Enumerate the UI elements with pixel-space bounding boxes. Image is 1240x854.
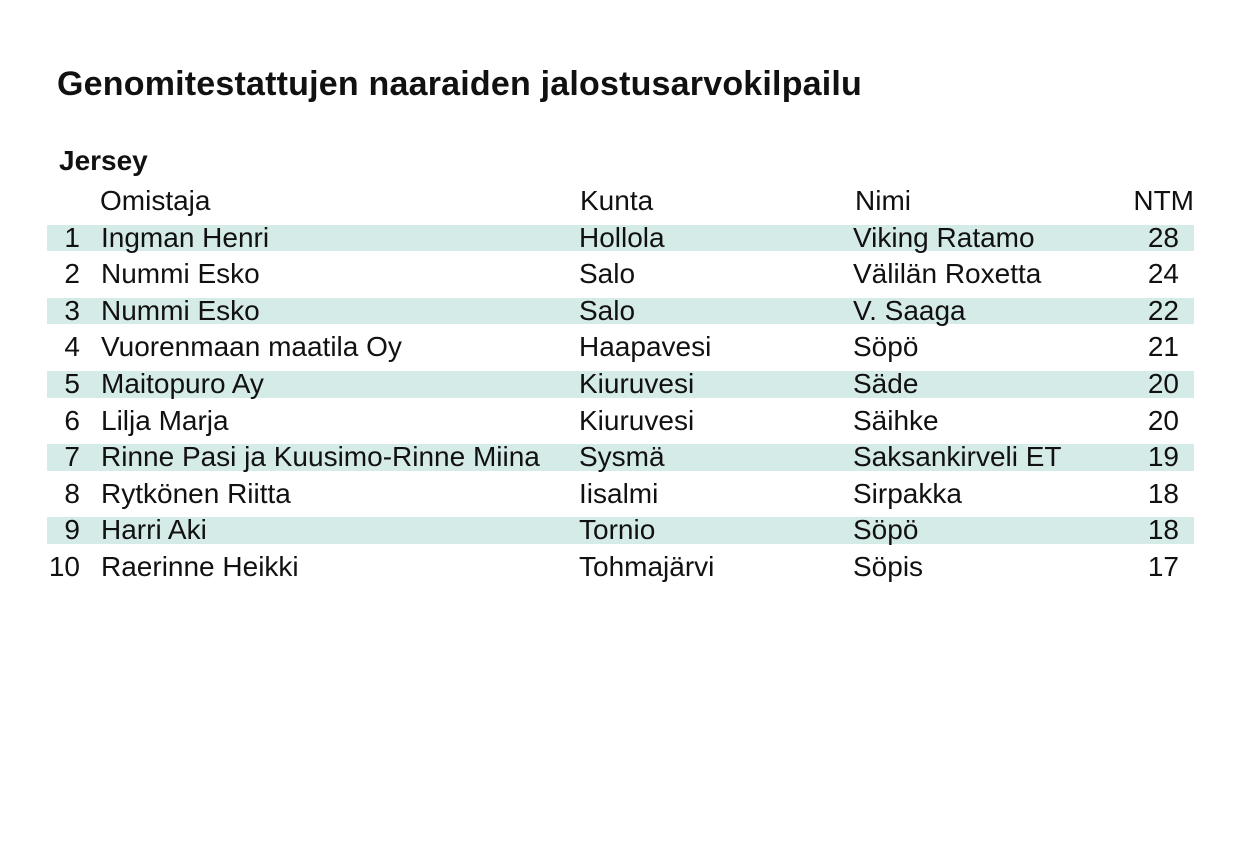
row-owner: Raerinne Heikki [101,550,299,582]
row-ntm: 17 [1147,550,1179,582]
results-table: Omistaja Kunta Nimi NTM 1 Ingman Henri Hol… [47,183,1194,586]
row-ntm: 18 [1147,514,1179,546]
table-row: 6 Lilja Marja Kiuruvesi Säihke 20 [47,403,1194,440]
row-ntm: 22 [1147,294,1179,326]
row-rank: 7 [64,441,80,473]
header-ntm: NTM [1133,185,1194,216]
table-body: 1 Ingman Henri Hollola Viking Ratamo 28 2 Numm… [47,220,1194,586]
row-rank: 4 [64,331,80,363]
table-row: 8 Rytkönen Riitta Iisalmi Sirpakka 18 [47,476,1194,513]
row-name: Säihke [853,404,939,436]
row-rank: 9 [64,514,80,546]
row-name: Söpö [853,514,919,546]
row-town: Tornio [579,514,656,546]
row-town: Haapavesi [579,331,712,363]
breed-heading: Jersey [59,145,148,176]
table-row: 3 Nummi Esko Salo V. Saaga 22 [47,293,1194,330]
row-name: V. Saaga [853,294,966,326]
row-name: Söpis [853,550,924,582]
row-town: Tohmajärvi [579,550,715,582]
row-owner: Nummi Esko [101,258,260,290]
row-ntm: 24 [1147,258,1179,290]
row-name: Söpö [853,331,919,363]
table-row: 2 Nummi Esko Salo Välilän Roxetta 24 [47,256,1194,293]
row-rank: 8 [64,477,80,509]
row-name: Sirpakka [853,477,962,509]
row-ntm: 28 [1147,221,1179,253]
row-owner: Ingman Henri [101,221,270,253]
row-rank: 6 [64,404,80,436]
row-town: Hollola [579,221,665,253]
row-rank: 3 [64,294,80,326]
row-rank: 1 [64,221,80,253]
table-row: 1 Ingman Henri Hollola Viking Ratamo 28 [47,220,1194,257]
row-town: Kiuruvesi [579,404,695,436]
row-name: Välilän Roxetta [853,258,1042,290]
row-owner: Nummi Esko [101,294,260,326]
row-town: Iisalmi [579,477,659,509]
row-town: Salo [579,258,636,290]
row-rank: 10 [48,550,80,582]
row-owner: Vuorenmaan maatila Oy [101,331,402,363]
row-owner: Harri Aki [101,514,207,546]
row-ntm: 20 [1147,404,1179,436]
header-town: Kunta [580,185,654,216]
row-name: Saksankirveli ET [853,441,1062,473]
table-row: 10 Raerinne Heikki Tohmajärvi Söpis 17 [47,549,1194,586]
row-ntm: 19 [1147,441,1179,473]
row-owner: Maitopuro Ay [101,367,264,399]
row-town: Kiuruvesi [579,367,695,399]
table-row: 7 Rinne Pasi ja Kuusimo-Rinne Miina Sysmä S… [47,439,1194,476]
row-name: Säde [853,367,919,399]
row-name: Viking Ratamo [853,221,1035,253]
table-row: 4 Vuorenmaan maatila Oy Haapavesi Söpö 21 [47,329,1194,366]
row-owner: Rytkönen Riitta [101,477,291,509]
table-row: 5 Maitopuro Ay Kiuruvesi Säde 20 [47,366,1194,403]
row-owner: Lilja Marja [101,404,229,436]
row-town: Salo [579,294,636,326]
row-rank: 2 [64,258,80,290]
row-owner: Rinne Pasi ja Kuusimo-Rinne Miina [101,441,540,473]
row-rank: 5 [64,367,80,399]
row-town: Sysmä [579,441,665,473]
header-name: Nimi [855,185,911,216]
row-ntm: 18 [1147,477,1179,509]
chart-title: Genomitestattujen naaraiden jalostusarvo… [57,65,863,103]
table-row: 9 Harri Aki Tornio Söpö 18 [47,512,1194,549]
header-owner: Omistaja [100,185,211,216]
row-ntm: 21 [1147,331,1179,363]
table-header: Omistaja Kunta Nimi NTM [47,183,1194,220]
row-ntm: 20 [1147,367,1179,399]
